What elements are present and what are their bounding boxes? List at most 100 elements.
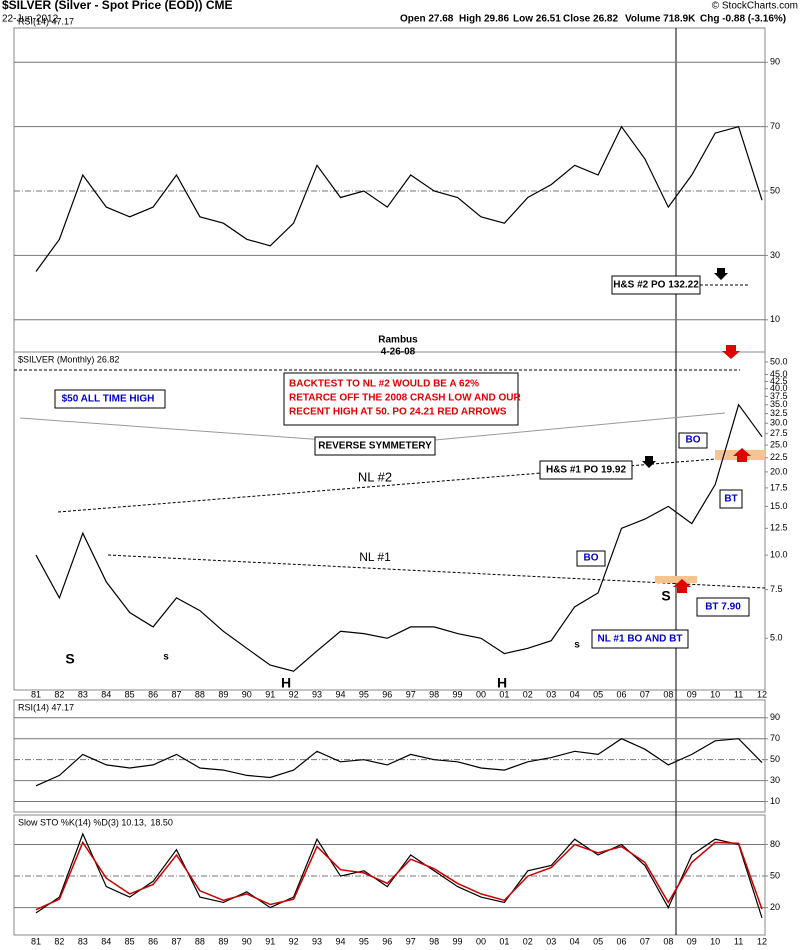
note-line: RECENT HIGH AT 50. PO 24.21 RED ARROWS bbox=[289, 407, 507, 418]
copyright: © StockCharts.com bbox=[712, 1, 798, 12]
legend-text: RSI(14) 47.17 bbox=[18, 702, 74, 712]
annotation: NL #2 bbox=[358, 469, 392, 484]
quote-close: Close 26.82 bbox=[563, 14, 618, 25]
x-tick-label: 92 bbox=[289, 689, 299, 699]
x-tick-label: 00 bbox=[476, 936, 486, 946]
x-tick-label: 95 bbox=[359, 936, 369, 946]
label-box bbox=[719, 489, 743, 509]
panel-frame bbox=[13, 699, 766, 813]
y-tick-label: 5.0 bbox=[770, 633, 783, 643]
label-box bbox=[539, 460, 633, 480]
x-tick-label: 88 bbox=[195, 936, 205, 946]
legend-text: RSI(14) 47.17 bbox=[18, 16, 74, 26]
symmetry-line bbox=[434, 412, 726, 441]
panel-frame bbox=[13, 27, 766, 353]
series-line bbox=[35, 840, 763, 911]
y-tick-label: 35.0 bbox=[770, 399, 788, 409]
x-tick-label: 98 bbox=[429, 689, 439, 699]
x-tick-label: 05 bbox=[593, 689, 603, 699]
x-tick-label: 86 bbox=[148, 936, 158, 946]
x-tick-label: 85 bbox=[125, 936, 135, 946]
x-tick-label: 86 bbox=[148, 689, 158, 699]
y-tick-label: 17.5 bbox=[770, 482, 788, 492]
x-tick-label: 99 bbox=[453, 936, 463, 946]
annotation: NL #1 BO AND BT bbox=[597, 634, 682, 645]
y-tick-label: 50 bbox=[770, 870, 780, 880]
series-line bbox=[35, 125, 763, 272]
y-tick-label: 70 bbox=[770, 121, 780, 131]
annotation: H&S #2 PO 132.22 bbox=[613, 280, 699, 291]
annotation: BO bbox=[686, 435, 701, 446]
x-tick-label: 01 bbox=[499, 689, 509, 699]
annotation: s bbox=[163, 652, 169, 663]
x-tick-label: 02 bbox=[523, 936, 533, 946]
x-tick-label: 97 bbox=[406, 936, 416, 946]
x-tick-label: 83 bbox=[78, 936, 88, 946]
series-line bbox=[35, 403, 763, 672]
y-tick-label: 32.5 bbox=[770, 408, 788, 418]
x-tick-label: 00 bbox=[476, 689, 486, 699]
x-tick-label: 11 bbox=[734, 936, 743, 946]
black-arrow bbox=[642, 456, 656, 468]
x-tick-label: 11 bbox=[734, 689, 743, 699]
x-tick-label: 02 bbox=[523, 689, 533, 699]
x-tick-label: 99 bbox=[453, 689, 463, 699]
x-tick-label: 12 bbox=[757, 689, 767, 699]
annotation: 4-26-08 bbox=[381, 347, 416, 358]
x-tick-label: 94 bbox=[335, 936, 345, 946]
x-tick-label: 08 bbox=[663, 936, 673, 946]
y-tick-label: 30 bbox=[770, 250, 780, 260]
y-tick-label: 20.0 bbox=[770, 466, 788, 476]
y-tick-label: 70 bbox=[770, 733, 780, 743]
x-tick-label: 93 bbox=[312, 936, 322, 946]
quote: Open 27.68 High 29.86 Low 26.51 Close 26… bbox=[400, 14, 786, 25]
x-tick-label: 87 bbox=[172, 936, 182, 946]
y-tick-label: 10.0 bbox=[770, 549, 788, 559]
y-tick-label: 40.0 bbox=[770, 383, 788, 393]
y-tick-label: 90 bbox=[770, 712, 780, 722]
y-tick-label: 10 bbox=[770, 796, 780, 806]
x-tick-label: 03 bbox=[546, 936, 556, 946]
x-tick-label: 10 bbox=[710, 689, 720, 699]
x-tick-label: 09 bbox=[687, 689, 697, 699]
y-tick-label: 10 bbox=[770, 314, 780, 324]
y-tick-label: 37.5 bbox=[770, 391, 788, 401]
x-tick-label: 06 bbox=[616, 936, 626, 946]
x-tick-label: 83 bbox=[78, 689, 88, 699]
legend-text: $SILVER (Monthly) 26.82 bbox=[18, 354, 119, 364]
label-box bbox=[611, 275, 701, 295]
quote-volume: Volume 718.9K bbox=[625, 14, 696, 25]
annotation: BT bbox=[724, 494, 737, 505]
x-tick-label: 82 bbox=[54, 936, 64, 946]
label-box bbox=[54, 389, 166, 409]
x-tick-label: 03 bbox=[546, 689, 556, 699]
x-tick-label: 10 bbox=[710, 936, 720, 946]
x-tick-label: 92 bbox=[289, 936, 299, 946]
annotation: REVERSE SYMMETERY bbox=[318, 441, 432, 452]
x-tick-label: 81 bbox=[31, 936, 41, 946]
neckline-2 bbox=[57, 454, 766, 513]
annotation: NL #1 bbox=[359, 550, 391, 564]
series-line bbox=[35, 738, 763, 787]
quote-change: Chg -0.88 (-3.16%) bbox=[700, 14, 786, 25]
annotation: S bbox=[65, 651, 74, 667]
x-tick-label: 04 bbox=[570, 936, 580, 946]
x-tick-label: 98 bbox=[429, 936, 439, 946]
note-line: RETARCE OFF THE 2008 CRASH LOW AND OUR bbox=[289, 393, 521, 404]
label-box bbox=[696, 597, 750, 617]
title: $SILVER (Silver - Spot Price (EOD)) CME bbox=[2, 0, 232, 12]
x-tick-label: 08 bbox=[663, 689, 673, 699]
label-box bbox=[678, 432, 708, 449]
x-tick-label: 91 bbox=[265, 936, 275, 946]
x-tick-label: 96 bbox=[382, 689, 392, 699]
symmetry-line bbox=[19, 417, 326, 441]
x-tick-label: 97 bbox=[406, 689, 416, 699]
x-tick-label: 04 bbox=[570, 689, 580, 699]
y-tick-label: 50 bbox=[770, 185, 780, 195]
quote-open: Open 27.68 bbox=[400, 14, 454, 25]
annotation: S bbox=[661, 588, 670, 604]
x-tick-label: 82 bbox=[54, 689, 64, 699]
x-tick-label: 09 bbox=[687, 936, 697, 946]
label-box bbox=[576, 550, 606, 567]
